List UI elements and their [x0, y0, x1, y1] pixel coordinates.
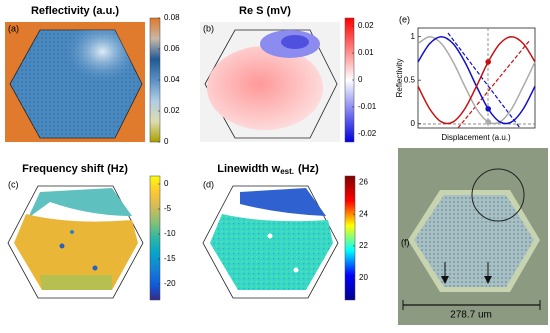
title-sub: est.	[280, 167, 294, 176]
panel-label: (c)	[8, 179, 19, 189]
panel-label: (b)	[203, 23, 214, 33]
colorbar-tick-label: -0.02	[358, 129, 377, 138]
title-unit: (Hz)	[298, 163, 319, 175]
line-series	[417, 35, 536, 125]
panel-e-decor	[417, 27, 536, 129]
colorbar-tick-label: 0	[164, 179, 169, 188]
panel-title: Re S (mV)	[239, 5, 291, 17]
panel-title: Linewidth west. (Hz)	[217, 163, 319, 176]
y-tick-label: 1	[411, 32, 416, 41]
colorbar-tick-label: 0.06	[164, 44, 180, 53]
colorbar	[344, 175, 356, 301]
panel-title: Frequency shift (Hz)	[22, 163, 128, 175]
scale-bar-label: 278.7 um	[450, 310, 492, 321]
panel-b-image	[200, 22, 340, 142]
panel-a-image	[5, 22, 145, 142]
panel-f-image	[398, 148, 548, 325]
y-axis-label: Reflectivity	[395, 59, 404, 98]
colorbar-tick-label: 0.01	[358, 48, 374, 57]
panel-label: (d)	[203, 179, 214, 189]
colorbar-tick-label: 22	[359, 241, 368, 250]
colorbar-tick-label: 0.02	[164, 106, 180, 115]
colorbar-tick-label: 0	[358, 75, 363, 84]
line-series	[417, 35, 536, 125]
colorbar-tick-label: 0.02	[358, 21, 374, 30]
colorbar-tick-label: 0.08	[164, 13, 180, 22]
colorbar-tick-label: 24	[359, 209, 368, 218]
colorbar-tick-label: 26	[359, 177, 368, 186]
colorbar-tick-label: -15	[164, 254, 176, 263]
panel-label: (e)	[399, 14, 410, 24]
x-axis-label: Displacement (a.u.)	[441, 133, 511, 142]
colorbar-tick-label: -10	[164, 229, 176, 238]
y-tick-label: 0.5	[404, 75, 416, 84]
colorbar-tick-label: -20	[164, 279, 176, 288]
operating-point	[485, 119, 492, 125]
colorbar	[149, 175, 161, 301]
panel-label: (a)	[8, 23, 19, 33]
operating-point	[485, 59, 492, 65]
line-series	[417, 35, 536, 125]
colorbar-tick-label: 0.04	[164, 75, 180, 84]
colorbar-tick-label: 20	[359, 273, 368, 282]
panel-title: Reflectivity (a.u.)	[31, 5, 119, 17]
title-main: Linewidth w	[217, 163, 280, 175]
y-tick-label: 0	[411, 119, 416, 128]
colorbar-tick-label: -0.01	[358, 102, 377, 111]
panel-c-image	[7, 185, 144, 299]
panel-d-image	[202, 185, 339, 299]
colorbar-tick-label: -5	[164, 204, 172, 213]
panel-label: (f)	[401, 237, 410, 247]
colorbar-tick-label: 0	[164, 137, 169, 146]
operating-point	[485, 106, 492, 112]
